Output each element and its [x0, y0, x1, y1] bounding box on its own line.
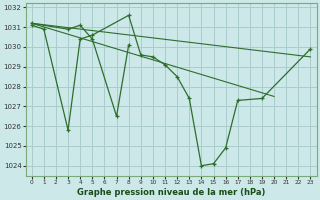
X-axis label: Graphe pression niveau de la mer (hPa): Graphe pression niveau de la mer (hPa): [77, 188, 265, 197]
